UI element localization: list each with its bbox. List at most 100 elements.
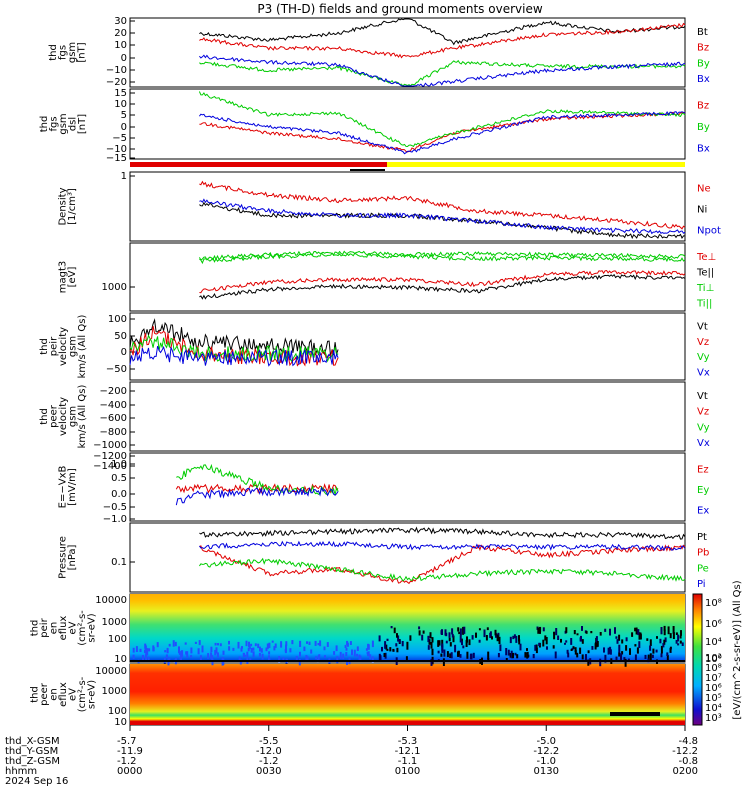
spectrogram-pixel	[460, 638, 463, 644]
spectrogram-pixel	[595, 642, 598, 648]
spectrogram-pixel	[560, 638, 562, 643]
colorbar-tick-label: 10⁷	[705, 673, 722, 684]
spectrogram-pixel	[210, 646, 213, 652]
spectrogram-pixel	[478, 628, 481, 631]
spectrogram-pixel	[443, 649, 446, 657]
spectrogram-pixel	[565, 640, 568, 643]
spectrogram-pixel	[421, 634, 424, 641]
spectrogram-pixel	[614, 627, 616, 634]
spectrogram-pixel	[314, 640, 317, 646]
legend-entry: Bz	[697, 43, 709, 54]
series-line-Bz	[199, 111, 686, 153]
spectrogram-pixel	[298, 658, 301, 666]
spectrogram-pixel	[574, 647, 577, 652]
y-tick-label: 100	[108, 634, 127, 645]
spectrogram-pixel	[217, 643, 219, 646]
spectrogram-pixel	[315, 656, 318, 660]
spectrogram-pixel	[629, 648, 631, 655]
spectrogram-pixel	[430, 658, 433, 666]
series-line-Npot	[199, 198, 686, 235]
y-axis-label: [nT]	[76, 42, 87, 62]
spectrogram-pixel	[518, 639, 521, 645]
y-axis-label: velocity	[58, 327, 69, 366]
panels-group: 3020100−10−20thdfgsgsm[nT]BtBzByBx151050…	[30, 16, 721, 728]
spectrogram-pixel	[623, 657, 626, 661]
spectrogram-pixel	[248, 641, 250, 647]
spectrogram-pixel	[509, 653, 512, 658]
spectrogram-pixel	[358, 654, 361, 662]
spectrogram-pixel	[470, 653, 473, 660]
x-tick-label: -5.7	[117, 736, 137, 747]
spectrogram-pixel	[190, 647, 193, 654]
spectrogram-pixel	[663, 625, 666, 631]
x-axis-row-label: hhmm	[5, 766, 37, 777]
colorbar-tick-label: 10⁶	[705, 683, 722, 694]
spectrogram-pixel	[491, 636, 493, 640]
spectrogram-pixel	[557, 635, 560, 640]
y-tick-label: −10	[106, 144, 127, 155]
spectrogram-pixel	[385, 644, 388, 650]
series-line-Bx	[199, 54, 686, 87]
spectrogram-pixel	[656, 636, 658, 639]
spectrogram-pixel	[487, 658, 490, 662]
legend-entry: Vx	[697, 438, 710, 449]
spectrogram-pixel	[345, 647, 348, 651]
spectrogram-pixel	[257, 643, 260, 649]
y-axis-label: (cm²-s-	[77, 676, 88, 712]
y-tick-label: 20	[114, 28, 127, 39]
x-tick-label: 0030	[256, 766, 281, 777]
series-line-Bt	[199, 18, 686, 46]
spectrogram-pixel	[487, 651, 490, 660]
spectrogram-edge	[130, 660, 685, 662]
spectrogram-pixel	[621, 651, 624, 655]
spectrogram-pixel	[240, 647, 243, 652]
spectrogram-pixel	[437, 640, 440, 647]
spectrogram-pixel	[634, 627, 637, 632]
spectrogram-pixel	[259, 646, 261, 652]
spectrogram-pixel	[250, 648, 253, 653]
spectrogram-pixel	[516, 654, 519, 659]
x-tick-label: -5.0	[536, 736, 556, 747]
spectrogram-pixel	[538, 642, 541, 646]
spectrogram-pixel	[142, 655, 144, 661]
spectrogram-pixel	[441, 629, 443, 635]
y-tick-label: 1	[121, 171, 127, 182]
legend-entry: Pe	[697, 563, 709, 574]
spectrogram-pixel	[509, 636, 512, 644]
y-axis-label: Pressure	[57, 536, 68, 579]
spectrogram-pixel	[135, 646, 138, 652]
y-axis-label: gsm	[68, 336, 79, 357]
series-line-Bz	[199, 22, 686, 59]
spectrogram-pixel	[232, 647, 235, 651]
spectrogram-pixel	[431, 648, 434, 656]
y-tick-label: −5	[112, 133, 127, 144]
spectrogram-pixel	[351, 649, 353, 656]
spectrogram-pixel	[265, 647, 268, 652]
spectrogram-pixel	[365, 648, 368, 651]
spectrogram-pixel	[356, 646, 359, 651]
spectrogram-pixel	[448, 637, 451, 642]
spectrogram-pixel	[180, 653, 183, 659]
x-tick-label: 0200	[673, 766, 698, 777]
spectrogram-pixel	[180, 658, 182, 662]
spectrogram-pixel	[462, 645, 465, 649]
spectrogram-pixel	[580, 635, 582, 642]
spectrogram-pixel	[553, 631, 556, 640]
colorbar-tick-label: 10⁸	[705, 598, 722, 609]
spectrogram-pixel	[422, 630, 425, 634]
spectrogram-pixel	[461, 641, 463, 646]
colorbar-tick-label: 10²	[705, 653, 722, 664]
spectrogram-pixel	[185, 651, 188, 655]
spectrogram-pixel	[499, 644, 502, 652]
spectrogram-pixel	[428, 639, 431, 645]
legend-entry: Ex	[697, 506, 709, 517]
series-line-By	[198, 91, 686, 148]
spectrogram-pixel	[346, 659, 348, 665]
spectrogram-pixel	[555, 628, 558, 636]
spectrogram-pixel	[268, 651, 271, 655]
spectrogram-pixel	[215, 647, 218, 654]
series-line-Ti	[198, 250, 686, 261]
spectrogram-pixel	[594, 643, 597, 650]
colorbar-tick-label: 10⁶	[705, 619, 722, 630]
